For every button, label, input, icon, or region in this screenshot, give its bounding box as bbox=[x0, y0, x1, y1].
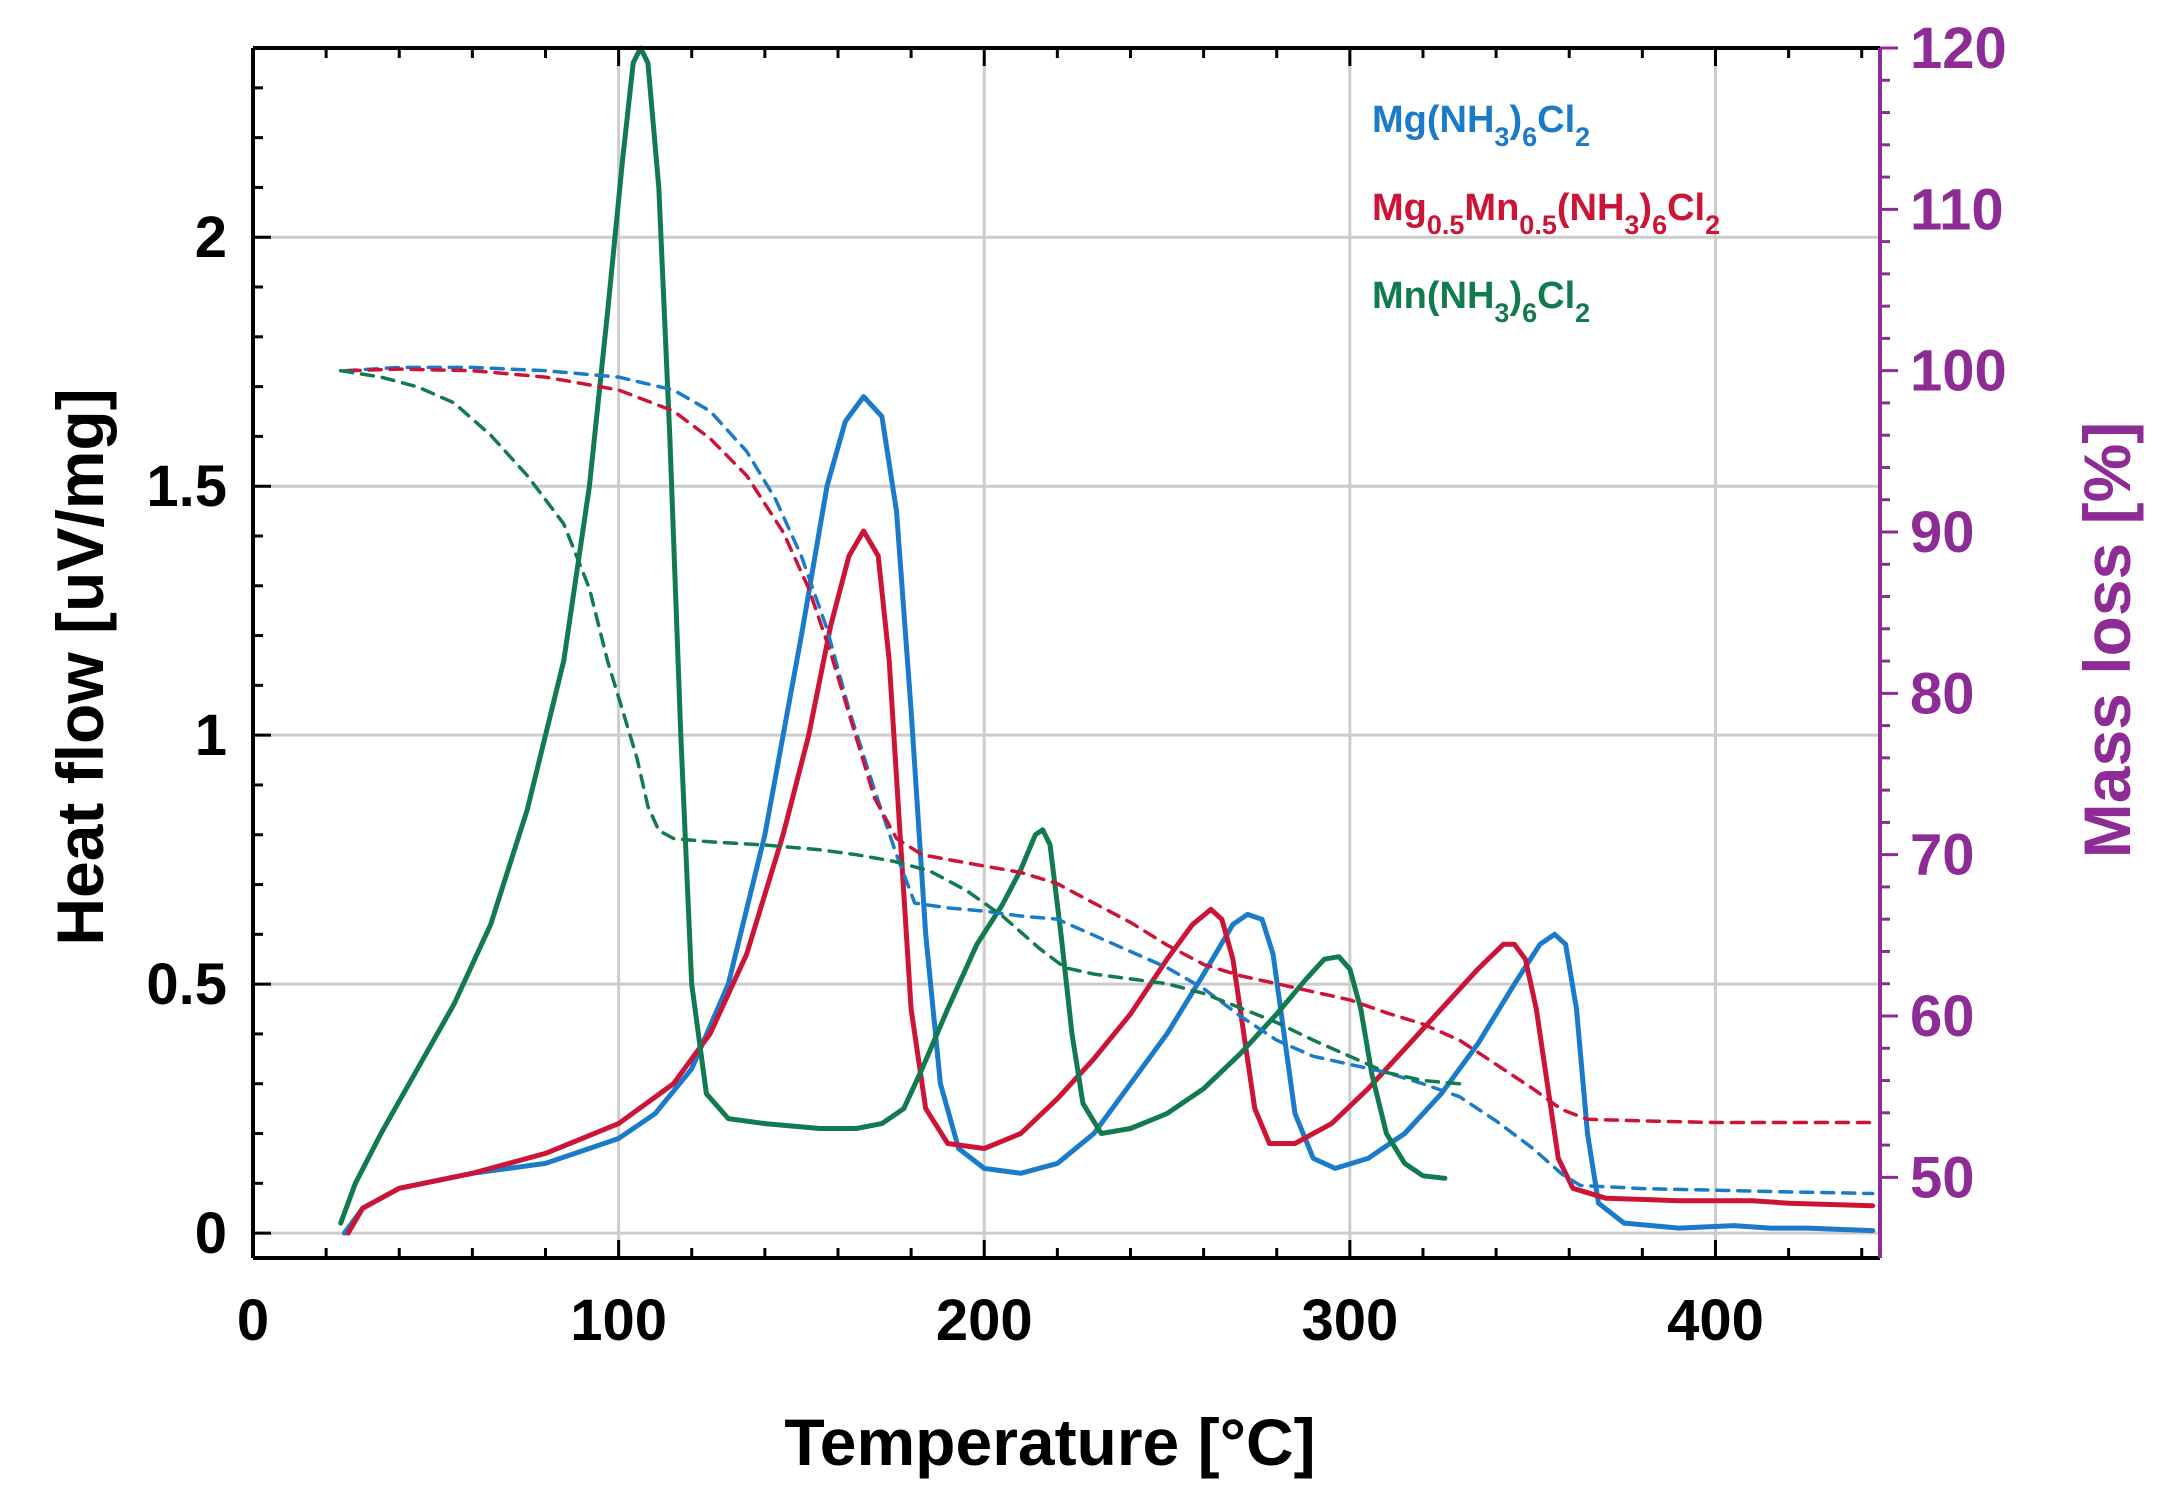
legend-subscript: 3 bbox=[1624, 210, 1639, 240]
y2-tick-label: 70 bbox=[1910, 823, 1975, 888]
legend: Mg(NH3)6Cl2Mg0.5Mn0.5(NH3)6Cl2Mn(NH3)6Cl… bbox=[1372, 99, 1720, 328]
y2-tick-label: 120 bbox=[1910, 16, 2007, 81]
legend-subscript: 0.5 bbox=[1519, 210, 1557, 240]
legend-text-part: Cl bbox=[1537, 99, 1575, 141]
x-tick-label: 200 bbox=[936, 1288, 1033, 1353]
legend-text-part: Mn(NH bbox=[1372, 275, 1494, 317]
tick-labels: 0 100 200 300 400 0 0.5 1 1.5 2 50 60 70 80 90 100 110 12… bbox=[146, 16, 2006, 1353]
series-line bbox=[338, 45, 1448, 1226]
x-tick-label: 0 bbox=[237, 1288, 269, 1353]
y2-tick-label: 50 bbox=[1910, 1145, 1975, 1210]
legend-subscript: 2 bbox=[1575, 298, 1590, 328]
legend-entry: Mg(NH3)6Cl2 bbox=[1372, 99, 1590, 152]
y2-tick-label: 110 bbox=[1910, 177, 2004, 242]
legend-subscript: 0.5 bbox=[1427, 210, 1465, 240]
legend-text-part: Cl bbox=[1537, 275, 1575, 317]
x-tick-label: 100 bbox=[570, 1288, 667, 1353]
series-line bbox=[345, 528, 1876, 1236]
y2-tick-label: 100 bbox=[1910, 339, 2007, 404]
legend-subscript: 3 bbox=[1494, 298, 1509, 328]
legend-text-part: Mn bbox=[1464, 187, 1519, 229]
legend-text-part: ) bbox=[1639, 187, 1652, 229]
y2-tick-label: 80 bbox=[1910, 661, 1975, 726]
y-tick-label: 1.5 bbox=[146, 454, 227, 519]
legend-subscript: 6 bbox=[1522, 298, 1537, 328]
y-tick-label: 1 bbox=[195, 703, 227, 768]
y2-axis-title: Mass loss [%] bbox=[2070, 422, 2144, 858]
y-axis-title: Heat flow [uV/mg] bbox=[43, 388, 117, 945]
y-tick-label: 0 bbox=[195, 1201, 227, 1266]
series-line bbox=[342, 365, 1875, 1196]
legend-subscript: 6 bbox=[1652, 210, 1667, 240]
plot-series bbox=[338, 45, 1876, 1236]
legend-subscript: 2 bbox=[1705, 210, 1720, 240]
legend-text-part: Mg(NH bbox=[1372, 99, 1494, 141]
series-line bbox=[346, 367, 1875, 1125]
legend-text-part: Mg bbox=[1372, 187, 1427, 229]
y-tick-label: 2 bbox=[195, 205, 227, 270]
series-line bbox=[341, 394, 1876, 1236]
y2-tick-label: 60 bbox=[1910, 984, 1975, 1049]
legend-text-part: (NH bbox=[1557, 187, 1625, 229]
x-tick-label: 300 bbox=[1301, 1288, 1398, 1353]
y-tick-label: 0.5 bbox=[146, 952, 227, 1017]
legend-entry: Mn(NH3)6Cl2 bbox=[1372, 275, 1590, 328]
legend-entry: Mg0.5Mn0.5(NH3)6Cl2 bbox=[1372, 187, 1720, 240]
series-line bbox=[338, 368, 1462, 1086]
legend-subscript: 2 bbox=[1575, 122, 1590, 152]
y2-tick-label: 90 bbox=[1910, 500, 1975, 565]
x-axis-title: Temperature [°C] bbox=[784, 1405, 1315, 1479]
x-tick-label: 400 bbox=[1667, 1288, 1764, 1353]
legend-subscript: 3 bbox=[1494, 122, 1509, 152]
legend-text-part: ) bbox=[1509, 275, 1522, 317]
axes bbox=[251, 46, 1898, 1260]
legend-text-part: ) bbox=[1509, 99, 1522, 141]
legend-subscript: 6 bbox=[1522, 122, 1537, 152]
legend-text-part: Cl bbox=[1667, 187, 1705, 229]
